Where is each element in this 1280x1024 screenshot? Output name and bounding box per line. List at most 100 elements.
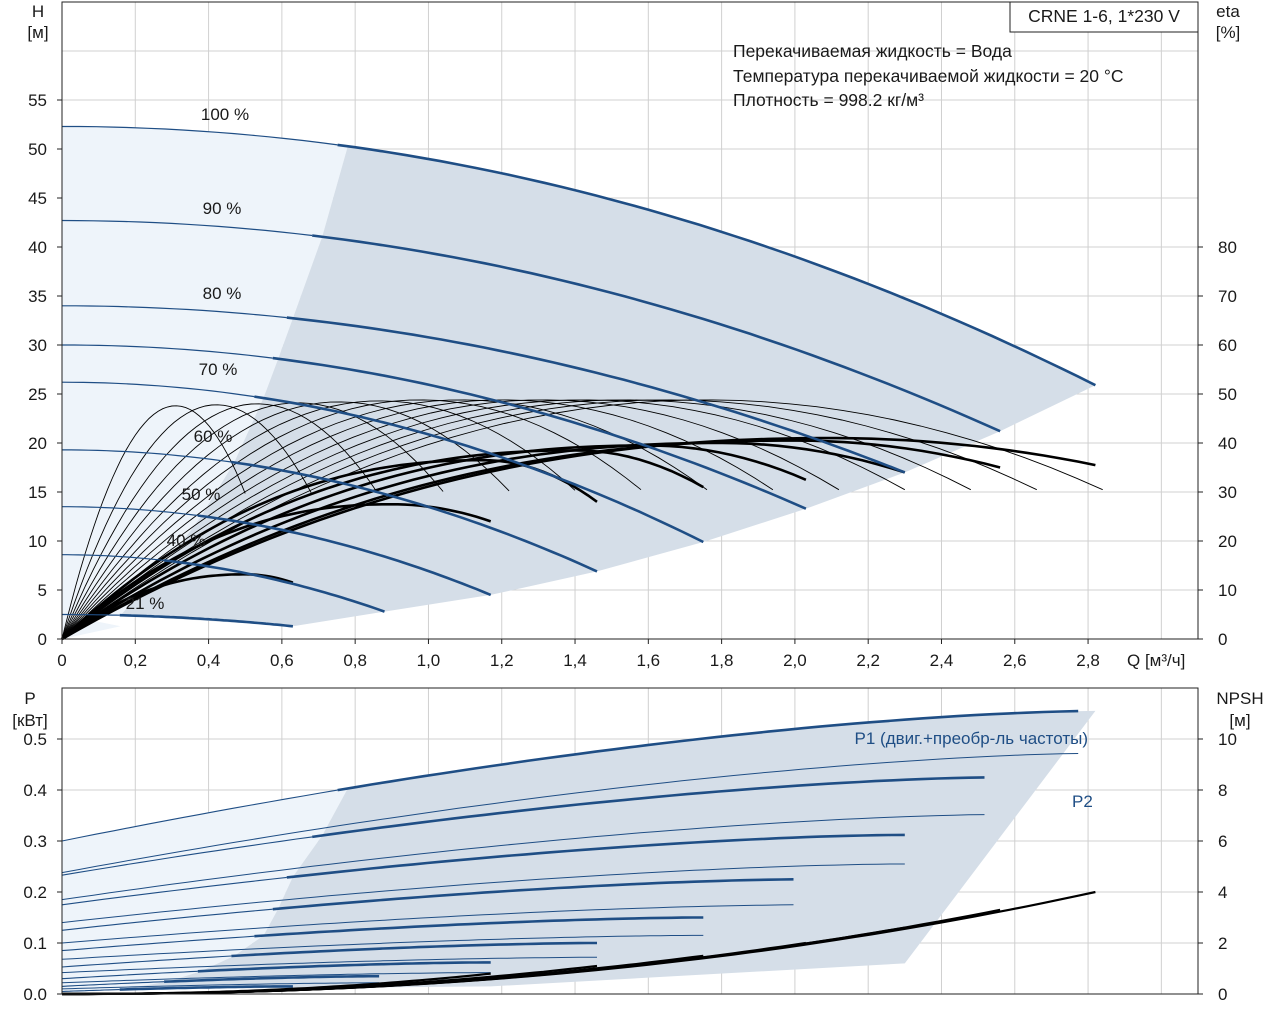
p1-curve-low-flow	[61, 836, 313, 876]
npsh-tick-label: 0	[1218, 985, 1227, 1004]
p1-curve-low-flow	[61, 981, 165, 987]
bottom-chart-ticks: 0.0 0.1 0.2 0.3 0.4 0.5 0 2 4 6 8 10	[23, 730, 1237, 1004]
y-right-tick-label: 40	[1218, 434, 1237, 453]
y-left-tick-label: 35	[28, 287, 47, 306]
info-line-temperature: Температура перекачиваемой жидкости = 20…	[733, 66, 1124, 86]
npsh-tick-label: 8	[1218, 781, 1227, 800]
top-chart-frame	[61, 1, 1199, 640]
p1-curve-low-flow	[61, 876, 287, 906]
speed-label: 80 %	[203, 284, 242, 303]
bottom-region-light	[62, 788, 348, 994]
p2-curve	[61, 972, 491, 984]
x-tick-label: 1,8	[710, 651, 734, 670]
helper-efficiency-curve	[61, 399, 1037, 640]
head-curve-low-flow	[62, 554, 165, 561]
p1-curve-low-flow	[61, 908, 273, 931]
y-left-tick-label: 45	[28, 189, 47, 208]
top-region-light	[62, 126, 348, 616]
helper-efficiency-curve	[61, 403, 378, 640]
p1-curve-low-flow	[61, 989, 120, 993]
x-tick-label: 0,6	[270, 651, 294, 670]
x-tick-label: 2,2	[856, 651, 880, 670]
head-curve	[163, 559, 385, 613]
helper-efficiency-curve	[61, 399, 708, 640]
p1-curve	[286, 833, 905, 879]
info-line-fluid: Перекачиваемая жидкость = Вода	[733, 41, 1012, 61]
pump-label: CRNE 1-6, 1*230 V	[1028, 6, 1180, 26]
x-tick-label: 2,8	[1076, 651, 1100, 670]
speed-label: 50 %	[182, 485, 221, 504]
x-tick-label: 2,4	[930, 651, 954, 670]
y-left-tick-label: 55	[28, 91, 47, 110]
p2-curve	[61, 863, 905, 924]
helper-efficiency-curve	[61, 399, 642, 640]
x-tick-label: 2,0	[783, 651, 807, 670]
npsh-tick-label: 10	[1218, 730, 1237, 749]
x-tick-label: 0	[57, 651, 66, 670]
y-right-tick-label: 10	[1218, 581, 1237, 600]
helper-efficiency-curve	[61, 405, 246, 640]
p2-curve	[61, 956, 597, 974]
y-left-tick-label: 10	[28, 532, 47, 551]
y-right-tick-label: 80	[1218, 238, 1237, 257]
speed-label: 100 %	[201, 105, 249, 124]
p1-curve	[164, 974, 380, 983]
x-tick-label: 2,6	[1003, 651, 1027, 670]
y-right-tick-label: 60	[1218, 336, 1237, 355]
y-left-title-line1: H	[32, 2, 44, 21]
p1-curve	[197, 961, 491, 973]
p1-curve-low-flow	[61, 970, 198, 980]
head-curve-low-flow	[62, 305, 287, 319]
head-curve-low-flow	[62, 506, 198, 517]
top-chart-curves: 100 % 90 % 80 % 70 % 60 % 50 % 40 % 21 %	[61, 105, 1103, 641]
p-axis-title-line2: [кВт]	[12, 711, 47, 730]
efficiency-curve	[61, 441, 906, 641]
npsh-axis-title-line1: NPSH	[1216, 689, 1263, 708]
p-tick-label: 0.5	[23, 730, 47, 749]
bottom-region-dark	[120, 710, 1096, 990]
helper-efficiency-curve	[61, 402, 444, 640]
helper-efficiency-curve	[61, 404, 312, 640]
head-curve	[272, 356, 807, 510]
head-curve	[254, 395, 704, 544]
npsh-tick-label: 6	[1218, 832, 1227, 851]
speed-label: 21 %	[126, 594, 165, 613]
info-line-density: Плотность = 998.2 кг/м³	[733, 90, 924, 110]
p1-curve	[272, 878, 794, 911]
x-tick-label: 1,2	[490, 651, 514, 670]
info-box: CRNE 1-6, 1*230 V Перекачиваемая жидкост…	[733, 1, 1199, 110]
p1-curve-low-flow	[61, 789, 338, 842]
y-left-tick-label: 50	[28, 140, 47, 159]
npsh-axis-title-line2: [м]	[1229, 711, 1250, 730]
head-curve-low-flow	[61, 219, 313, 237]
bottom-operating-region	[62, 710, 1096, 994]
x-tick-label: 1,4	[563, 651, 587, 670]
helper-efficiency-curve	[61, 400, 576, 640]
head-curve	[312, 234, 1001, 433]
efficiency-curve	[61, 444, 807, 641]
x-tick-label: 0,2	[123, 651, 147, 670]
p2-curve	[61, 753, 1079, 874]
bottom-chart-frame	[61, 687, 1199, 995]
y-left-tick-label: 0	[38, 630, 47, 649]
head-curve	[197, 514, 492, 597]
helper-efficiency-curve	[61, 399, 840, 640]
pump-label-box	[1009, 1, 1199, 33]
helper-efficiency-curve	[61, 399, 774, 640]
head-curve-low-flow	[62, 613, 120, 616]
x-tick-label: 1,6	[637, 651, 661, 670]
p1-curve	[231, 941, 597, 958]
head-curve	[231, 460, 598, 573]
p1-curve	[337, 709, 1079, 792]
y-left-tick-label: 5	[38, 581, 47, 600]
p-tick-label: 0.1	[23, 934, 47, 953]
y-right-tick-label: 30	[1218, 483, 1237, 502]
y-left-tick-label: 30	[28, 336, 47, 355]
y-right-tick-label: 50	[1218, 385, 1237, 404]
p2-curve	[61, 934, 704, 960]
p-tick-label: 0.3	[23, 832, 47, 851]
top-chart-ticks: 0 0,2 0,4 0,6 0,8 1,0 1,2 1,4 1,6 1,8 2,0 2,2 2,4 2,6…	[28, 91, 1237, 670]
helper-efficiency-curve	[61, 401, 510, 640]
y-left-tick-label: 25	[28, 385, 47, 404]
